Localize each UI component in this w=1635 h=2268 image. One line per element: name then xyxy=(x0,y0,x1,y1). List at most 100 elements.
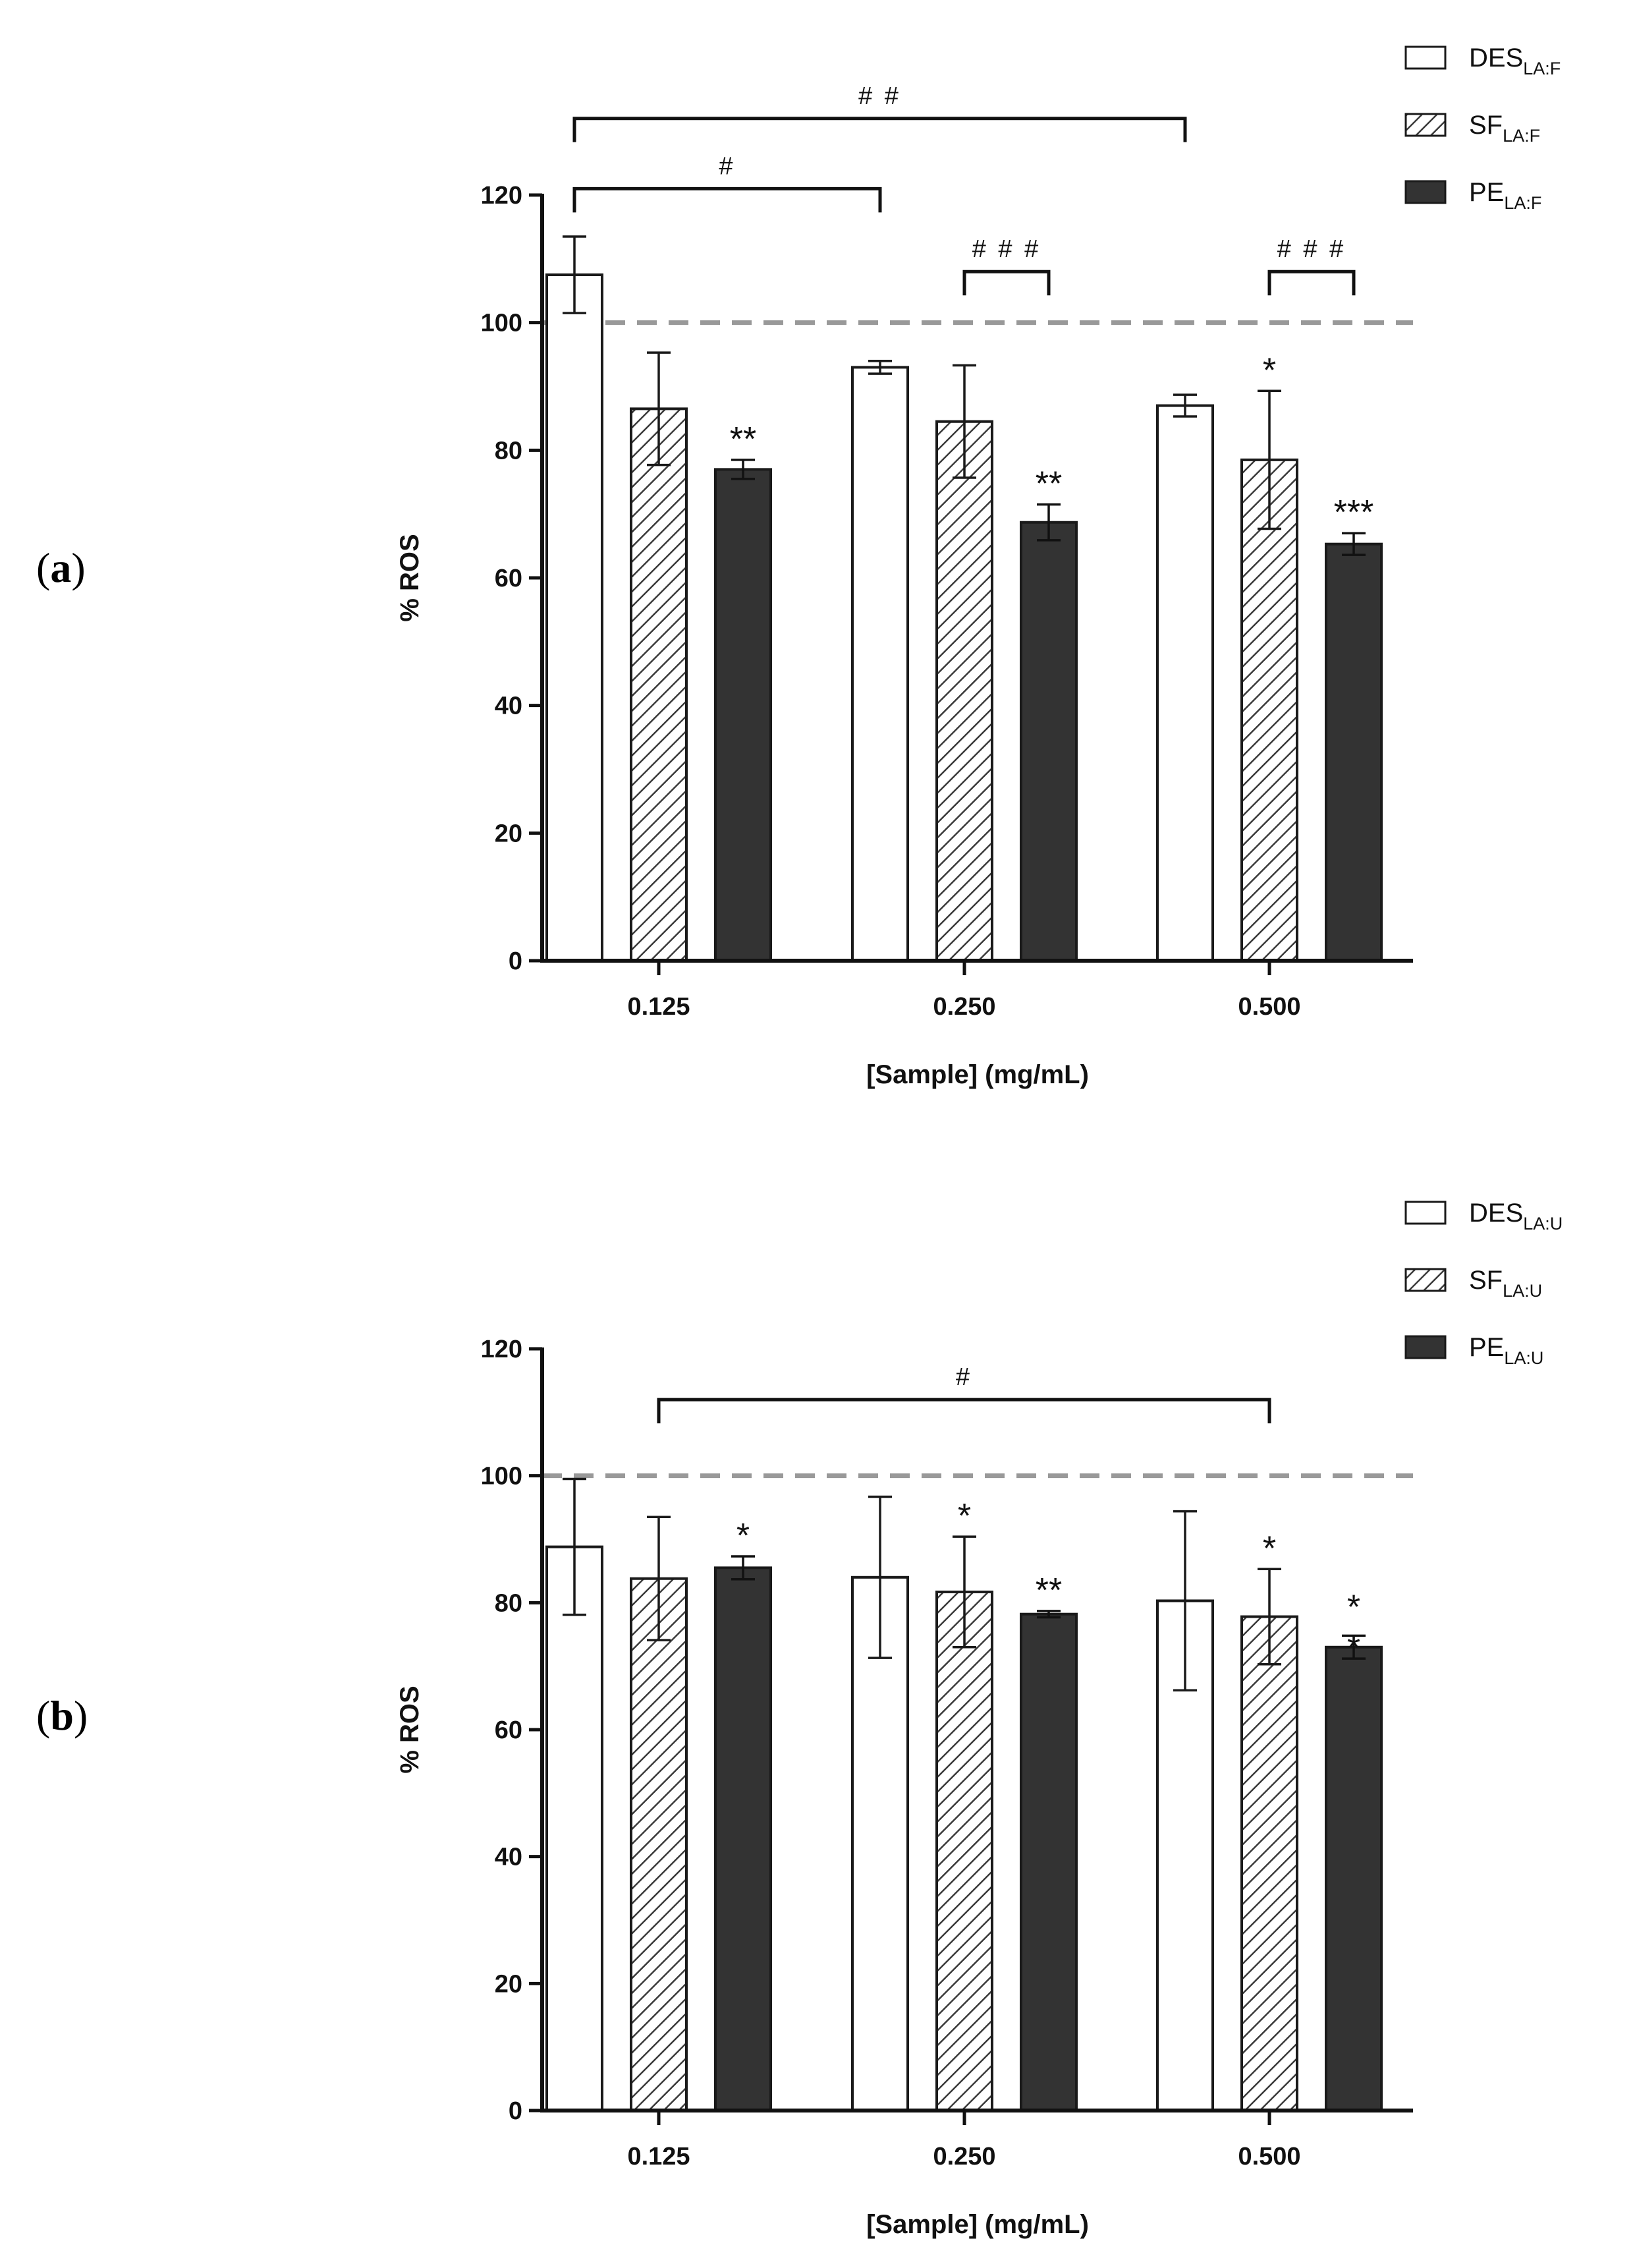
legend-label: DESLA:U xyxy=(1469,1199,1563,1233)
significance-bracket: # xyxy=(657,1363,1271,1424)
error-bar-pe-0.125 xyxy=(731,459,755,480)
legend-name: SF xyxy=(1469,111,1503,140)
x-axis-title: [Sample] (mg/mL) xyxy=(866,1060,1089,1089)
legend-subscript: LA:F xyxy=(1523,59,1561,78)
bar-pe-0.250 xyxy=(1020,521,1078,962)
legend-label: PELA:U xyxy=(1469,1333,1543,1368)
panel-label-a: (a) xyxy=(36,544,86,591)
annotation-line: * xyxy=(1347,1588,1360,1626)
legend-swatch xyxy=(1404,1201,1447,1225)
legend-item-sf: SFLA:F xyxy=(1404,111,1540,146)
significance-bracket: # # xyxy=(572,82,1187,142)
significance-sf-0.500: * xyxy=(1263,351,1276,389)
bar-sf-0.250 xyxy=(935,1590,993,2112)
legend-swatch xyxy=(1404,1268,1447,1292)
error-bar-sf-0.125 xyxy=(647,351,671,467)
error-bar-pe-0.500 xyxy=(1342,532,1366,556)
legend-name: DES xyxy=(1469,43,1523,72)
y-tick-label: 0 xyxy=(509,948,522,975)
x-axis-title: [Sample] (mg/mL) xyxy=(866,2210,1089,2239)
y-tick-label: 0 xyxy=(509,2097,522,2125)
y-tick-label: 80 xyxy=(495,1589,522,1617)
error-bar-des-0.500 xyxy=(1173,1510,1197,1692)
legend-label: SFLA:F xyxy=(1469,111,1540,146)
significance-pe-0.500: *** xyxy=(1334,494,1374,532)
error-bar-pe-0.250 xyxy=(1037,1610,1061,1619)
y-tick-label: 20 xyxy=(495,1970,522,1998)
y-tick-label: 40 xyxy=(495,1844,522,1871)
y-tick-label: 40 xyxy=(495,693,522,720)
significance-pe-0.250: ** xyxy=(1036,1572,1062,1610)
legend-item-pe: PELA:U xyxy=(1404,1333,1543,1368)
x-tick-label: 0.250 xyxy=(933,993,995,1021)
bracket-label: # xyxy=(719,152,735,180)
legend-subscript: LA:U xyxy=(1523,1214,1563,1233)
significance-pe-0.125: * xyxy=(736,1517,750,1555)
error-bar-des-0.250 xyxy=(868,360,892,375)
error-bar-pe-0.125 xyxy=(731,1555,755,1581)
error-bar-des-0.500 xyxy=(1173,393,1197,418)
legend-label: SFLA:U xyxy=(1469,1266,1542,1301)
bracket-label: # xyxy=(956,1363,972,1391)
y-tick-label: 120 xyxy=(481,182,522,210)
legend-name: PE xyxy=(1469,178,1504,207)
bar-des-0.500 xyxy=(1156,404,1214,962)
significance-bracket: # # # xyxy=(962,235,1051,296)
bar-sf-0.500 xyxy=(1240,458,1298,962)
significance-sf-0.500: * xyxy=(1263,1529,1276,1568)
y-tick-label: 120 xyxy=(481,1336,522,1363)
legend-name: DES xyxy=(1469,1199,1523,1228)
error-bar-pe-0.500 xyxy=(1342,1634,1366,1660)
bracket-line xyxy=(962,269,1051,296)
bracket-line xyxy=(572,117,1187,142)
error-bar-pe-0.250 xyxy=(1037,503,1061,542)
legend-subscript: LA:U xyxy=(1503,1281,1542,1301)
bracket-label: # # # xyxy=(972,235,1041,263)
x-tick-label: 0.125 xyxy=(627,2143,690,2170)
bar-pe-0.500 xyxy=(1325,1645,1383,2112)
bar-sf-0.500 xyxy=(1240,1615,1298,2112)
bracket-line xyxy=(1267,269,1356,296)
panel-label-b: (b) xyxy=(36,1692,88,1739)
legend-swatch xyxy=(1404,180,1447,204)
legend-swatch xyxy=(1404,45,1447,70)
error-bar-sf-0.125 xyxy=(647,1516,671,1641)
legend-item-des: DESLA:F xyxy=(1404,43,1561,78)
error-bar-sf-0.500 xyxy=(1258,1568,1281,1666)
bracket-label: # # xyxy=(858,82,901,110)
bar-des-0.125 xyxy=(545,1545,603,2112)
significance-pe-0.125: ** xyxy=(730,420,756,459)
y-axis-title: % ROS xyxy=(395,534,424,621)
y-axis-title: % ROS xyxy=(395,1686,424,1773)
y-tick-label: 100 xyxy=(481,310,522,337)
bar-pe-0.250 xyxy=(1020,1612,1078,2112)
legend-name: PE xyxy=(1469,1333,1504,1362)
x-tick-label: 0.500 xyxy=(1238,993,1300,1021)
legend-label: PELA:F xyxy=(1469,178,1541,213)
error-bar-des-0.125 xyxy=(563,235,586,314)
error-bar-sf-0.500 xyxy=(1258,389,1281,530)
legend-item-des: DESLA:U xyxy=(1404,1199,1563,1233)
legend-subscript: LA:U xyxy=(1504,1348,1543,1368)
error-bar-des-0.125 xyxy=(563,1477,586,1616)
error-bar-sf-0.250 xyxy=(953,364,976,479)
x-tick-label: 0.125 xyxy=(627,993,690,1021)
y-tick-label: 100 xyxy=(481,1463,522,1490)
legend-item-pe: PELA:F xyxy=(1404,178,1541,213)
error-bar-des-0.250 xyxy=(868,1495,892,1659)
legend-swatch xyxy=(1404,113,1447,137)
bar-pe-0.125 xyxy=(714,1566,772,2112)
x-tick-label: 0.250 xyxy=(933,2143,995,2170)
y-tick-label: 60 xyxy=(495,1716,522,1744)
significance-pe-0.500: * * xyxy=(1347,1588,1360,1667)
y-tick-label: 60 xyxy=(495,565,522,592)
legend-subscript: LA:F xyxy=(1503,126,1540,146)
significance-bracket: # xyxy=(572,152,882,213)
legend-item-sf: SFLA:U xyxy=(1404,1266,1542,1301)
legend-name: SF xyxy=(1469,1266,1503,1295)
y-tick-label: 80 xyxy=(495,437,522,465)
error-bar-sf-0.250 xyxy=(953,1535,976,1649)
